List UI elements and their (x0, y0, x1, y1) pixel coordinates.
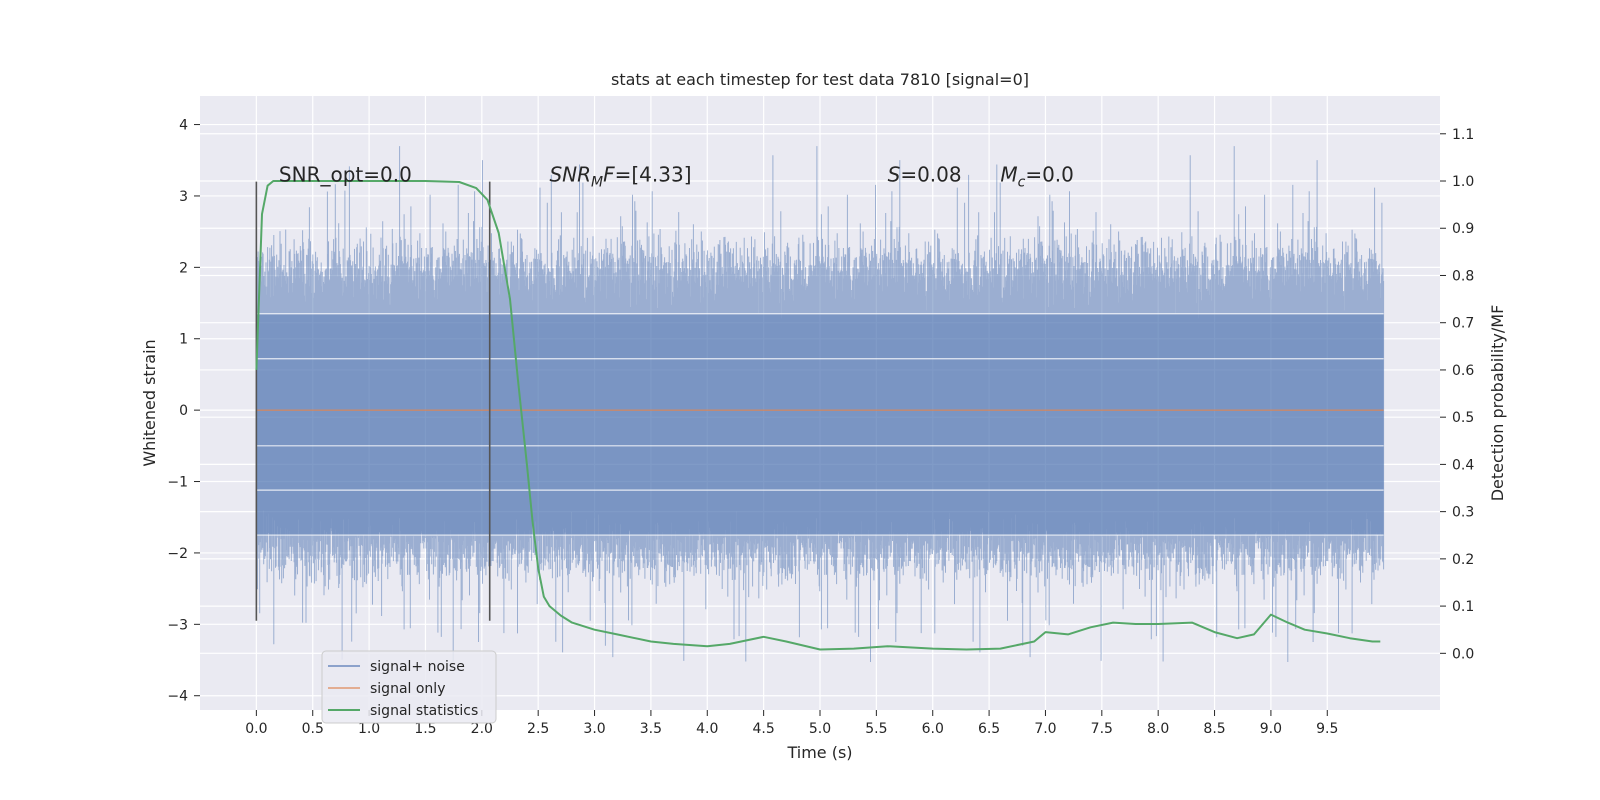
x-tick-label: 4.0 (696, 721, 718, 737)
y-tick-label: −1 (167, 475, 188, 491)
x-tick-label: 7.0 (1034, 721, 1056, 737)
annotations: SNR_opt=0.0 SNRMF=[4.33] S=0.08 Mc=0.0 (279, 163, 1074, 191)
x-tick-label: 5.0 (809, 721, 831, 737)
y2-tick-label: 0.4 (1452, 457, 1474, 473)
y2-tick-label: 0.9 (1452, 221, 1474, 237)
x-tick-label: 6.0 (922, 721, 944, 737)
annotation-1: SNRMF=[4.33] (549, 163, 691, 191)
y2-tick-label: 0.8 (1452, 268, 1474, 284)
y-tick-label: −3 (167, 617, 188, 633)
x-tick-label: 9.0 (1260, 721, 1282, 737)
series-signal-statistics (255, 180, 1381, 651)
y-tick-label: −2 (167, 546, 188, 562)
y-tick-label: 1 (179, 332, 188, 348)
y2-tick-label: 0.3 (1452, 505, 1474, 521)
y-tick-label: 2 (179, 260, 188, 276)
y2-tick-label: 0.2 (1452, 552, 1474, 568)
x-tick-label: 9.5 (1316, 721, 1338, 737)
y-tick-label: −4 (167, 689, 188, 705)
series-signal-noise-band (256, 313, 1384, 536)
y2-axis-label: Detection probability/MF (1488, 305, 1507, 502)
y2-tick-label: 0.0 (1452, 646, 1474, 662)
legend: signal+ noise signal only signal statistic… (321, 650, 497, 724)
annotation-0: SNR_opt=0.0 (279, 163, 412, 187)
legend-label: signal statistics (370, 703, 478, 719)
legend-box (321, 650, 497, 724)
x-axis-label: Time (s) (786, 743, 852, 762)
ticks: 0.0 0.5 1.0 1.5 2.0 2.5 3.0 3.5 4.0 4.5 5.0 5.5 6.0 6… (167, 118, 1474, 737)
x-tick-label: 3.0 (583, 721, 605, 737)
x-tick-label: 2.5 (527, 721, 549, 737)
x-tick-label: 0.5 (302, 721, 324, 737)
x-tick-label: 7.5 (1091, 721, 1113, 737)
y-axis-label: Whitened strain (140, 339, 159, 466)
y2-tick-label: 1.1 (1452, 127, 1474, 143)
series-signal-noise (255, 146, 1385, 662)
y2-tick-label: 0.6 (1452, 363, 1474, 379)
y-tick-label: 4 (179, 118, 188, 134)
x-tick-label: 6.5 (978, 721, 1000, 737)
chart-title: stats at each timestep for test data 781… (611, 70, 1029, 89)
x-tick-label: 4.5 (753, 721, 775, 737)
plot-area (255, 146, 1385, 662)
legend-label: signal+ noise (370, 659, 465, 675)
y-tick-label: 0 (179, 403, 188, 419)
x-tick-label: 1.0 (358, 721, 380, 737)
y-tick-label: 3 (179, 189, 188, 205)
x-tick-label: 0.0 (245, 721, 267, 737)
y2-tick-label: 0.5 (1452, 410, 1474, 426)
y2-tick-label: 0.1 (1452, 599, 1474, 615)
y2-tick-label: 0.7 (1452, 316, 1474, 332)
annotation-3: Mc=0.0 (1000, 163, 1074, 191)
x-tick-label: 2.0 (471, 721, 493, 737)
x-tick-label: 8.5 (1203, 721, 1225, 737)
x-tick-label: 1.5 (414, 721, 436, 737)
y2-tick-label: 1.0 (1452, 174, 1474, 190)
annotation-2: S=0.08 (888, 163, 962, 187)
legend-label: signal only (370, 681, 445, 697)
x-tick-label: 5.5 (865, 721, 887, 737)
x-tick-label: 3.5 (640, 721, 662, 737)
x-tick-label: 8.0 (1147, 721, 1169, 737)
